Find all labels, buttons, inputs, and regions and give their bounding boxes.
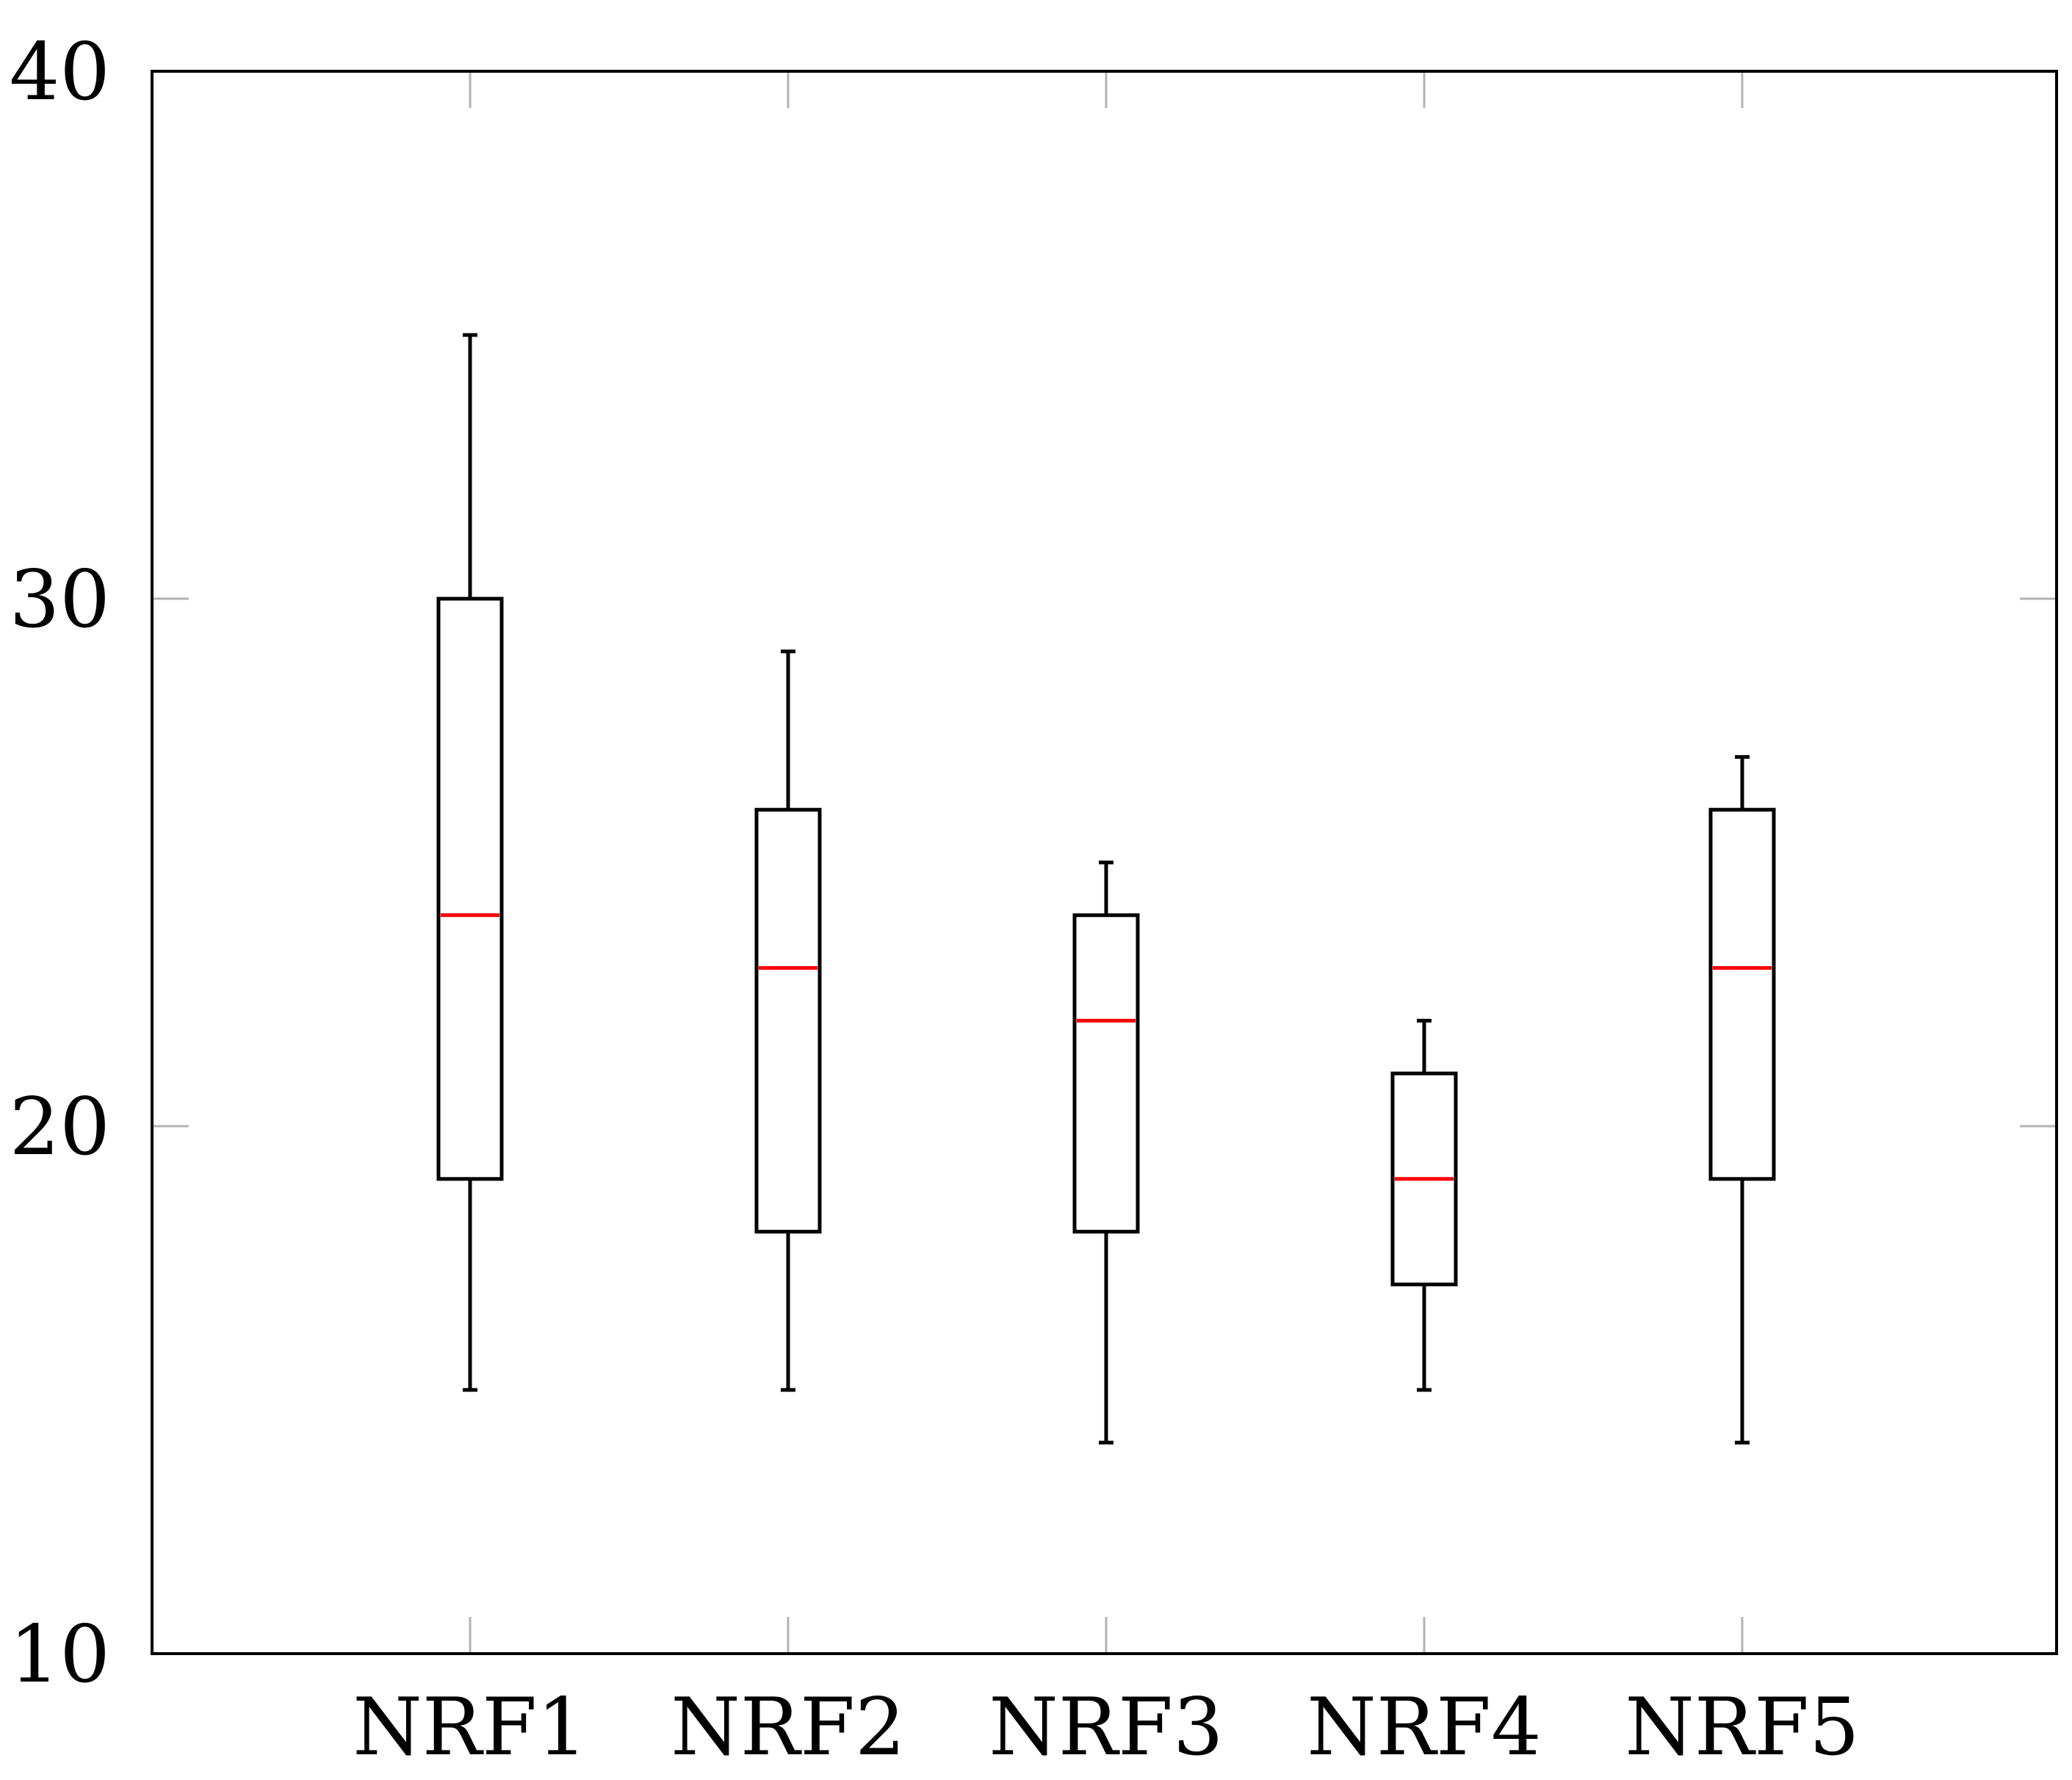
x-tick-label-nrf2: NRF2 [671, 1682, 905, 1773]
box-nrf1 [436, 333, 504, 1392]
plot-frame [151, 70, 2058, 1655]
iqr-box [1072, 913, 1140, 1234]
y-tick-label-20: 20 [10, 1081, 110, 1173]
boxes-layer [436, 333, 1776, 1445]
x-tick-label-nrf1: NRF1 [353, 1682, 587, 1773]
tick-labels: 10 20 30 40 NRF1 NRF2 NRF3 NRF4 NRF5 [10, 26, 1860, 1773]
y-tick-label-30: 30 [10, 554, 110, 646]
y-tick-label-40: 40 [10, 26, 110, 118]
iqr-box [754, 807, 822, 1234]
x-tick-label-nrf3: NRF3 [989, 1682, 1223, 1773]
box-nrf4 [1390, 1018, 1458, 1392]
x-tick-label-nrf5: NRF5 [1625, 1682, 1859, 1773]
iqr-box [1708, 807, 1776, 1181]
tick-marks [152, 70, 2057, 1655]
box-nrf5 [1708, 754, 1776, 1445]
box-nrf3 [1072, 860, 1140, 1445]
box-nrf2 [754, 649, 822, 1392]
x-tick-label-nrf4: NRF4 [1307, 1682, 1541, 1773]
iqr-box [436, 597, 504, 1181]
y-tick-label-10: 10 [10, 1609, 110, 1701]
